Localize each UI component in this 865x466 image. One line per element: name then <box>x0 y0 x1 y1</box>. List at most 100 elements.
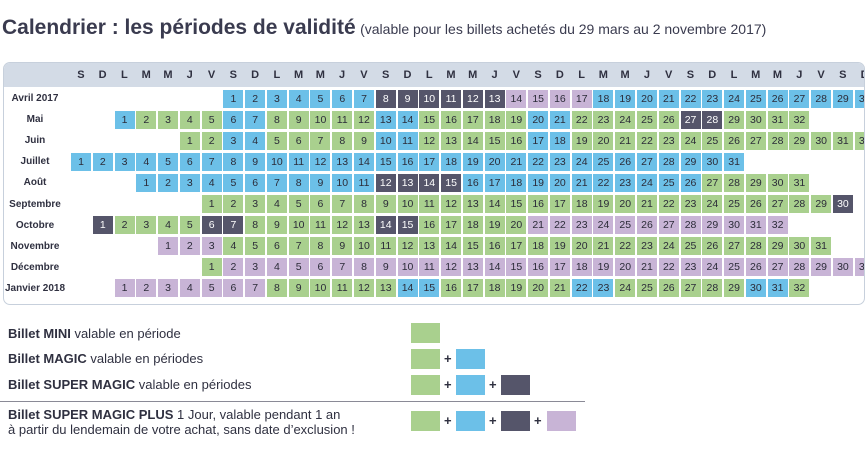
day-cell: 6 <box>201 216 222 235</box>
day-cell: 19 <box>615 89 636 108</box>
day-cell: 1 <box>71 152 91 171</box>
day-cell: 27 <box>724 237 745 256</box>
day-cell: 10 <box>354 237 374 256</box>
day-cell: 30 <box>832 258 853 277</box>
legend-label: Billet SUPER MAGIC PLUS 1 Jour, valable … <box>8 407 355 437</box>
day-cell: 23 <box>615 173 636 192</box>
day-cell: 25 <box>724 195 745 213</box>
day-cell: 4 <box>179 110 200 129</box>
day-cell: 31 <box>811 237 832 256</box>
day-cell: 32 <box>789 110 810 129</box>
day-cell: 8 <box>223 152 244 171</box>
day-cell: 18 <box>528 237 549 256</box>
legend-swatch <box>411 375 440 395</box>
day-cell: 16 <box>419 216 440 235</box>
day-cell: 15 <box>419 110 440 129</box>
weekday-header: M <box>772 69 783 81</box>
day-cell: 21 <box>571 173 592 192</box>
day-cell: 9 <box>397 89 418 108</box>
day-cell: 29 <box>832 89 853 108</box>
day-cell: 28 <box>789 195 810 213</box>
day-cell: 12 <box>462 89 483 108</box>
day-cell: 11 <box>332 110 353 129</box>
day-cell: 22 <box>549 216 570 235</box>
day-cell: 30 <box>745 110 766 129</box>
day-cell: 2 <box>136 279 157 298</box>
day-cell: 2 <box>245 89 266 108</box>
day-cell: 22 <box>637 131 658 150</box>
weekday-header: L <box>730 69 738 81</box>
day-cell: 2 <box>92 152 113 171</box>
day-cell: 13 <box>375 279 396 298</box>
legend-label: Billet SUPER MAGIC valable en périodes <box>8 377 251 392</box>
day-cell: 24 <box>724 89 745 108</box>
day-cell: 29 <box>811 195 832 213</box>
day-cell: 19 <box>549 237 570 256</box>
day-cell: 23 <box>702 89 723 108</box>
day-cell: 12 <box>375 173 396 192</box>
day-cell: 30 <box>702 152 723 171</box>
day-cell: 23 <box>549 152 570 171</box>
day-cell: 22 <box>615 237 636 256</box>
day-cell: 31 <box>745 216 766 235</box>
day-cell: 5 <box>310 89 331 108</box>
day-cell: 17 <box>441 216 462 235</box>
day-cell: 25 <box>658 173 679 192</box>
day-cell: 7 <box>354 89 374 108</box>
day-cell: 7 <box>332 195 353 213</box>
day-cell: 21 <box>549 279 570 298</box>
day-cell: 23 <box>658 131 679 150</box>
day-cell: 13 <box>354 216 374 235</box>
legend-description: valable en périodes <box>135 377 252 392</box>
day-cell: 23 <box>571 216 592 235</box>
weekday-header: D <box>251 69 260 81</box>
day-cell: 21 <box>637 258 658 277</box>
day-cell: 16 <box>441 279 462 298</box>
legend-swatch <box>411 411 440 431</box>
day-cell: 22 <box>658 258 679 277</box>
day-cell: 21 <box>637 195 658 213</box>
weekday-header-row: SDLMMJVSDLMMJVSDLMMJVSDLMMJVSDLMMJVSD <box>4 63 864 87</box>
day-cell: 17 <box>462 110 483 129</box>
title-subtitle: (valable pour les billets achetés du 29 … <box>360 21 767 37</box>
day-cell: 26 <box>724 131 745 150</box>
title-main: Calendrier : les périodes de validité <box>2 16 356 39</box>
day-cell: 1 <box>158 237 179 256</box>
day-cell: 25 <box>702 131 723 150</box>
day-cell: 22 <box>571 279 592 298</box>
day-cell: 22 <box>593 173 614 192</box>
day-cell: 15 <box>484 131 505 150</box>
weekday-header: J <box>339 69 346 81</box>
weekday-header: M <box>598 69 608 81</box>
day-cell: 13 <box>484 89 505 108</box>
day-cell: 3 <box>201 237 222 256</box>
legend-description-line2: à partir du lendemain de votre achat, sa… <box>8 422 355 437</box>
day-cell: 5 <box>223 173 244 192</box>
day-cell: 31 <box>789 173 810 192</box>
plus-sign: + <box>444 413 452 428</box>
weekday-header: D <box>708 69 717 81</box>
day-cell: 4 <box>158 216 179 235</box>
day-cell: 6 <box>223 279 244 298</box>
day-cell: 13 <box>419 237 440 256</box>
day-cell: 11 <box>419 195 440 213</box>
day-cell: 12 <box>441 258 462 277</box>
day-cell: 18 <box>462 216 483 235</box>
day-cell: 18 <box>571 195 592 213</box>
day-cell: 9 <box>310 173 331 192</box>
day-cell: 28 <box>811 89 832 108</box>
day-cell: 24 <box>615 110 636 129</box>
day-cell: 6 <box>245 173 266 192</box>
day-cell: 10 <box>288 216 309 235</box>
day-cell: 9 <box>266 216 287 235</box>
day-cell: 31 <box>854 258 864 277</box>
day-cell: 17 <box>549 195 570 213</box>
day-cell: 13 <box>462 258 483 277</box>
day-cell: 27 <box>767 258 788 277</box>
month-label: Novembre <box>10 240 60 252</box>
day-cell: 23 <box>593 110 614 129</box>
day-cell: 9 <box>375 258 396 277</box>
day-cell: 16 <box>462 173 483 192</box>
legend-swatch <box>501 411 530 431</box>
day-cell: 29 <box>724 279 745 298</box>
